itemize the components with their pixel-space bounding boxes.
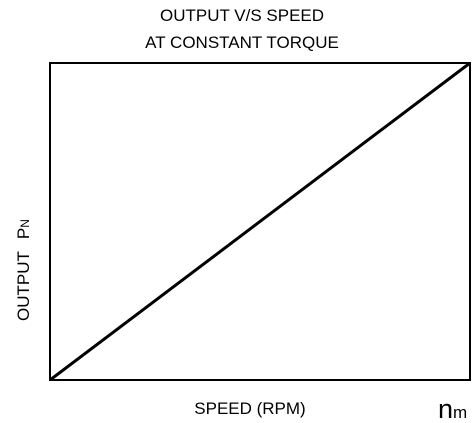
x-axis-subscript: m xyxy=(453,403,467,422)
x-axis-symbol-group: nm xyxy=(438,394,467,423)
title-line: AT CONSTANT TORQUE xyxy=(145,33,339,52)
output-line xyxy=(49,61,471,382)
plot-frame xyxy=(49,62,471,381)
x-axis-symbol: n xyxy=(438,394,453,423)
y-axis-label-text: OUTPUT xyxy=(14,251,33,321)
y-axis-label: OUTPUT PN xyxy=(14,219,33,321)
y-axis-symbol: P xyxy=(14,228,33,239)
title-line: OUTPUT V/S SPEED xyxy=(160,6,324,25)
y-axis-subscript: N xyxy=(18,219,32,228)
x-axis-label: SPEED (RPM) xyxy=(194,399,305,418)
